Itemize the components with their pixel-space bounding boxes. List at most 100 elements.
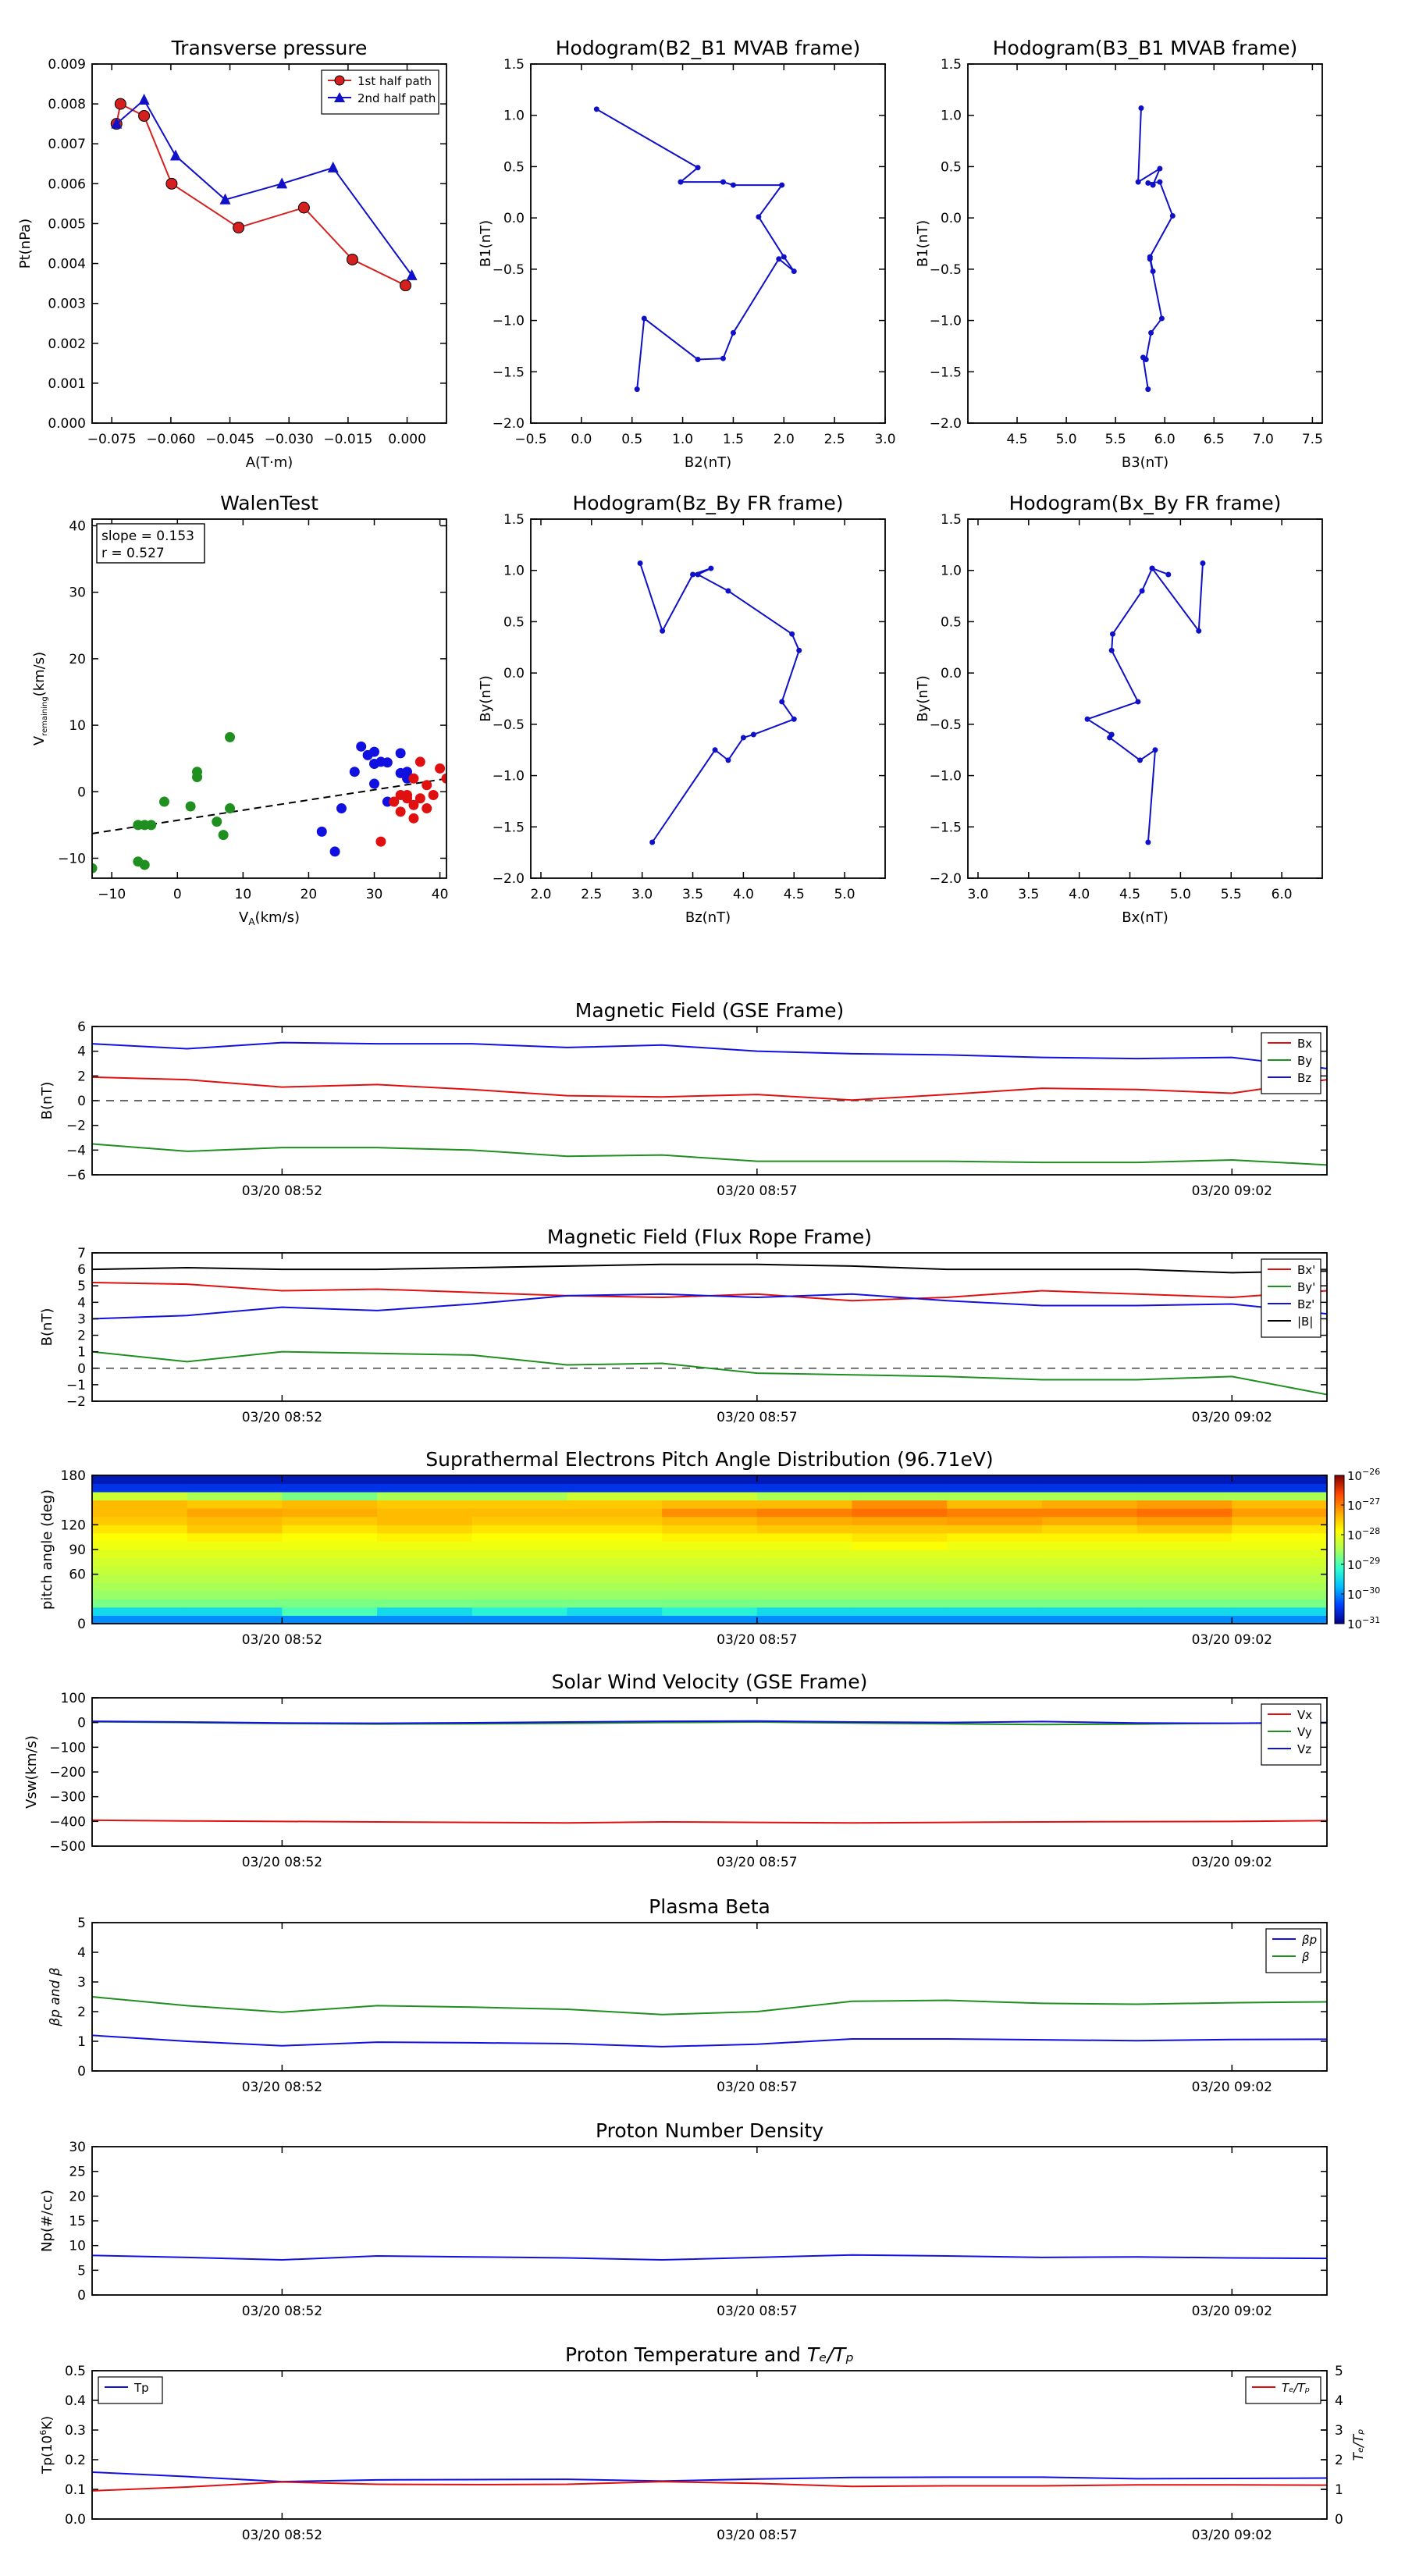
heatmap-cell: [567, 1557, 663, 1567]
heatmap-cell: [1041, 1606, 1138, 1616]
data-point: [1148, 329, 1154, 336]
heatmap-cell: [92, 1590, 188, 1599]
heatmap-cell: [1136, 1566, 1232, 1575]
data-point: [1138, 105, 1144, 112]
data-point: [92, 863, 98, 873]
legend-label: βp: [1301, 1933, 1317, 1947]
y-tick-label: 20: [69, 652, 86, 667]
y-tick-label: −4: [66, 1143, 86, 1158]
heatmap-cell: [756, 1550, 853, 1559]
series-line: [92, 2034, 1327, 2048]
heatmap-cell: [1041, 1516, 1138, 1525]
data-point: [678, 179, 684, 185]
heatmap-cell: [1136, 1525, 1232, 1534]
y-tick-label: 2: [77, 2005, 86, 2020]
data-point: [730, 182, 736, 188]
legend-label: Bz': [1297, 1297, 1314, 1311]
heatmap-cell: [756, 1500, 853, 1509]
heatmap-cell: [567, 1582, 663, 1592]
y-tick-label: 1.0: [503, 109, 525, 124]
heatmap-cell: [756, 1532, 853, 1542]
heatmap-cell: [1136, 1606, 1232, 1616]
data-point: [1150, 182, 1156, 188]
heatmap-cell: [187, 1508, 283, 1517]
y-tick-label: 1.5: [941, 512, 962, 528]
heatmap-cell: [662, 1574, 758, 1583]
x-tick-label: −0.060: [146, 432, 195, 447]
heatmap-cell: [377, 1508, 473, 1517]
data-point: [1152, 747, 1158, 753]
data-point: [327, 161, 339, 173]
data-point: [329, 846, 340, 857]
heatmap-cell: [1041, 1492, 1138, 1501]
heatmap-cell: [471, 1557, 567, 1567]
y-tick-label: 0.009: [48, 57, 86, 73]
colorbar-tick-exp: −30: [1362, 1585, 1380, 1596]
y-tick-label: −1.5: [493, 365, 525, 380]
legend-label: |B|: [1297, 1315, 1313, 1329]
y-axis-label: Vsw(km/s): [23, 1735, 40, 1809]
heatmap-cell: [947, 1516, 1043, 1525]
y-tick-label: −500: [49, 1839, 86, 1855]
y-axis-label: By(nT): [478, 675, 494, 721]
data-point: [225, 731, 236, 742]
data-point: [791, 716, 797, 722]
data-point: [779, 699, 785, 705]
heatmap-cell: [1136, 1541, 1232, 1550]
heatmap-cell: [1136, 1516, 1232, 1525]
x-tick-label: 2.0: [774, 432, 795, 447]
chart-title: Magnetic Field (GSE Frame): [575, 999, 844, 1022]
colorbar-tick-label: 10−26: [1347, 1467, 1380, 1483]
y-axis-label: Tp(106K): [38, 2416, 55, 2475]
data-point: [414, 756, 425, 767]
series-line: [92, 2481, 1327, 2492]
x-tick-label: 03/20 09:02: [1192, 1632, 1272, 1648]
heatmap-cell: [1136, 1574, 1232, 1583]
heatmap-cell: [947, 1599, 1043, 1608]
colorbar-tick-label: 10−30: [1347, 1585, 1380, 1602]
heatmap-cell: [852, 1492, 948, 1501]
data-point: [695, 165, 701, 171]
series-line: [596, 108, 795, 390]
data-point: [1157, 179, 1163, 185]
data-point: [414, 793, 425, 804]
chart-magnetic_field_gse: Magnetic Field (GSE Frame) 03/20 08:52 03/…: [39, 999, 1328, 1199]
y-tick-label: 0: [77, 785, 86, 800]
heatmap-cell: [1232, 1557, 1328, 1567]
heatmap-cell: [947, 1606, 1043, 1616]
legend-label: Vx: [1297, 1708, 1312, 1722]
chart-title: Proton Temperature and Tₑ/Tₚ: [565, 2343, 854, 2366]
heatmap-cell: [1041, 1550, 1138, 1559]
x-tick-label: 5.0: [1056, 432, 1077, 447]
data-point: [185, 801, 196, 812]
y-tick-label: 0.1: [65, 2482, 86, 2498]
chart-hodogram_bx_by: Hodogram(Bx_By FR frame) 3.0 3.5 4.0 4.5 5.0 5…: [915, 492, 1323, 926]
y-tick-label-right: 4: [1335, 2393, 1343, 2409]
heatmap-cell: [756, 1615, 853, 1624]
heatmap-cell: [92, 1606, 188, 1616]
data-point: [789, 631, 795, 637]
y-tick-label-right: 2: [1335, 2453, 1343, 2468]
x-tick-label: −10: [98, 887, 126, 902]
data-point: [158, 796, 169, 807]
plot-area: [92, 2254, 1327, 2261]
chart-proton_temperature: Proton Temperature and Tₑ/Tₚ 03/20 08:52 0…: [38, 2343, 1367, 2543]
heatmap-cell: [1136, 1599, 1232, 1608]
heatmap-cell: [377, 1566, 473, 1575]
x-axis-label-unit: (km/s): [255, 909, 300, 926]
heatmap-cell: [282, 1599, 378, 1608]
legend-label: By: [1297, 1054, 1312, 1068]
data-point: [796, 647, 802, 653]
heatmap-cell: [282, 1475, 378, 1485]
heatmap-cell: [187, 1566, 283, 1575]
heatmap-cell: [947, 1475, 1043, 1485]
heatmap-cell: [662, 1483, 758, 1493]
data-point: [395, 748, 406, 759]
data-point: [779, 182, 785, 188]
series-line: [92, 1263, 1327, 1274]
heatmap-cell: [92, 1532, 188, 1542]
x-tick-label: 03/20 09:02: [1192, 1183, 1272, 1199]
y-tick-label: 2: [77, 1069, 86, 1084]
x-tick-label: 2.5: [824, 432, 845, 447]
legend-label: Vz: [1297, 1742, 1311, 1756]
